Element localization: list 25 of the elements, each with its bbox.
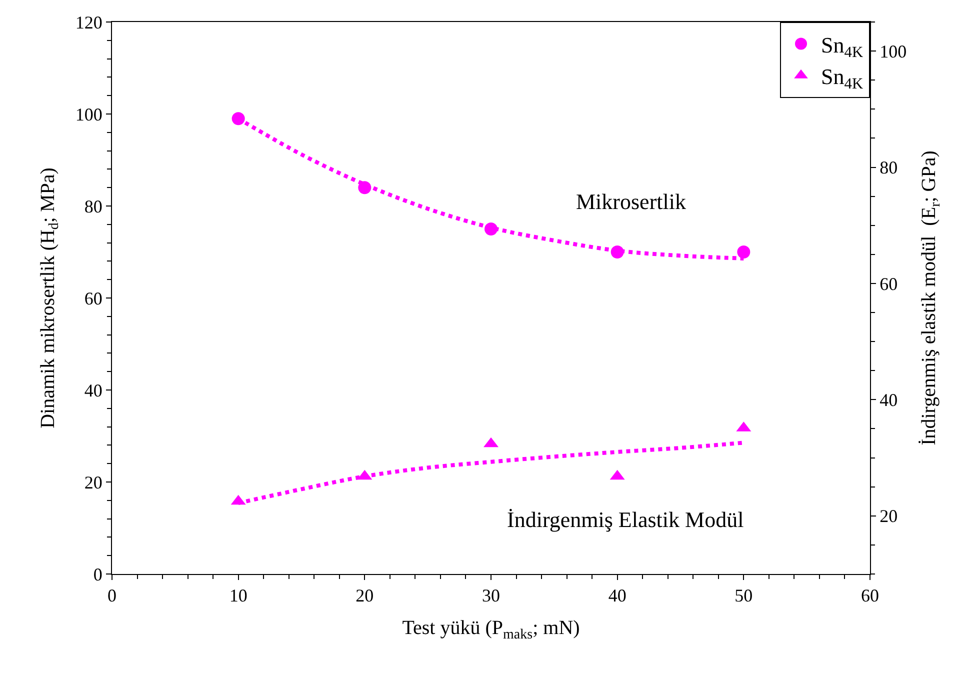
y2-tick-label: 20	[880, 506, 898, 526]
y2-tick-label: 60	[880, 274, 898, 294]
x-tick-label: 50	[734, 586, 753, 606]
legend-label: Sn$_{4K}$	[821, 32, 864, 61]
x-tick-label: 20	[356, 586, 374, 606]
annotation: Mikrosertlik	[576, 189, 686, 214]
y-tick-label: 120	[75, 12, 102, 32]
y-tick-label: 100	[75, 104, 102, 124]
y-tick-label: 60	[84, 288, 102, 308]
x-axis-title: Test yükü (P$_{maks}$; mN)	[402, 617, 580, 642]
point	[737, 246, 750, 258]
y2-tick-label: 40	[880, 390, 898, 410]
x-tick-label: 30	[482, 586, 500, 606]
y-tick-label: 0	[93, 564, 102, 584]
y2-tick-label: 80	[880, 158, 898, 178]
y-tick-label: 20	[84, 472, 102, 492]
x-tick-label: 10	[229, 586, 248, 606]
x-tick-label: 40	[608, 586, 626, 606]
legend-label: Sn$_{4K}$	[821, 64, 864, 93]
y2-tick-label: 100	[880, 41, 907, 62]
x-tick-label: 60	[861, 586, 879, 606]
y-tick-label: 80	[84, 196, 102, 216]
annotation: İndirgenmiş Elastik Modül	[507, 507, 744, 532]
y-tick-label: 40	[84, 380, 102, 400]
x-tick-label: 0	[108, 586, 116, 606]
